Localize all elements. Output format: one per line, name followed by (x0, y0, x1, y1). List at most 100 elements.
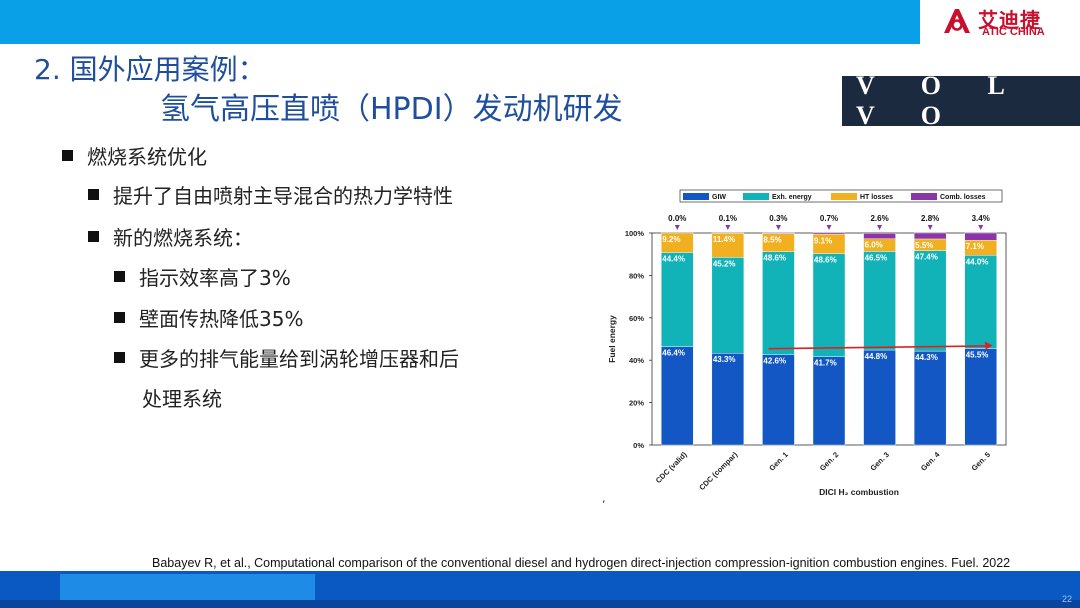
data-label: 0.1% (719, 214, 737, 223)
data-label: 46.4% (662, 349, 685, 358)
brand-name-en: ATIC CHINA (982, 26, 1045, 38)
data-label: 44.0% (966, 257, 989, 266)
legend-label: Exh. energy (772, 194, 812, 201)
bullet-square-icon (114, 352, 125, 363)
brand-name-cn: 艾迪捷 (978, 8, 1041, 32)
y-tick-label: 60% (629, 314, 644, 323)
data-label: 11.4% (713, 235, 735, 244)
bullet-text: 壁面传热降低35% (139, 307, 304, 331)
x-tick-label: Gen. 2 (818, 450, 841, 473)
y-axis-label: Fuel energy (607, 315, 617, 363)
bullet-square-icon (88, 231, 99, 242)
bullet-continuation: 处理系统 (142, 387, 222, 411)
data-label: 48.6% (763, 254, 786, 263)
data-label: 0.0% (668, 214, 686, 223)
bullet-square-icon (114, 312, 125, 323)
marker-triangle (877, 225, 883, 230)
bar-segment (863, 233, 896, 239)
marker-triangle (978, 225, 984, 230)
bar-segment (913, 350, 947, 446)
bar-segment (661, 252, 694, 347)
y-tick-label: 20% (629, 399, 644, 408)
bullet-text: 新的燃烧系统： (113, 226, 253, 250)
data-label: 2.6% (870, 214, 888, 223)
data-label: 0.3% (769, 214, 787, 223)
trend-arrow-head (984, 341, 993, 350)
bullet-text: 提升了自由喷射主导混合的热力学特性 (113, 184, 453, 208)
bar-segment (964, 232, 997, 241)
header-bar (0, 0, 1080, 44)
bullet-level2: 提升了自由喷射主导混合的热力学特性 (88, 180, 453, 209)
data-label: 44.8% (865, 352, 888, 361)
bullet-square-icon (62, 150, 73, 161)
data-label: 42.6% (763, 357, 786, 366)
bullet-level3: 指示效率高了3% (114, 262, 291, 291)
data-label: 9.2% (662, 235, 680, 244)
brand-logo-area (920, 0, 1080, 44)
legend-label: GIW (712, 194, 726, 201)
bullet-square-icon (114, 271, 125, 282)
legend-swatch (683, 193, 709, 200)
x-tick-label: Gen. 4 (919, 449, 942, 472)
data-label: 7.1% (966, 242, 984, 251)
y-tick-label: 40% (629, 356, 644, 365)
bar-segment (812, 356, 846, 446)
bar-segment (762, 354, 795, 446)
bar-segment (711, 257, 745, 354)
marker-triangle (725, 225, 731, 230)
reference-citation: Babayev R, et al., Computational compari… (152, 556, 1011, 570)
bullet-level2: 新的燃烧系统： (88, 222, 253, 251)
bar-segment (913, 232, 947, 240)
bullet-level3: 壁面传热降低35% (114, 303, 303, 332)
atic-logo-icon (944, 9, 970, 33)
bullet-level1: 燃烧系统优化 (62, 141, 207, 170)
volvo-logo: V O L V O (842, 71, 1080, 130)
data-label: 0.7% (820, 214, 838, 223)
data-label: 45.5% (966, 351, 989, 360)
bullet-square-icon (88, 189, 99, 200)
legend-label: HT losses (860, 194, 893, 201)
legend-swatch (911, 193, 937, 200)
data-label: 5.5% (915, 241, 933, 250)
data-label: 9.1% (814, 236, 832, 245)
legend-swatch (743, 193, 769, 200)
x-tick-label: Gen. 3 (868, 450, 891, 473)
data-label: 44.4% (662, 255, 685, 264)
bar-segment (762, 251, 795, 355)
page-number: 22 (1061, 594, 1072, 604)
marker-triangle (927, 225, 933, 230)
data-label: 41.7% (814, 359, 837, 368)
bar-segment (812, 253, 846, 357)
data-label: 8.5% (763, 236, 781, 245)
data-label: 3.4% (972, 214, 990, 223)
stray-mark: , (602, 492, 606, 505)
marker-triangle (674, 225, 680, 230)
bar-segment (863, 251, 896, 351)
legend-swatch (831, 193, 857, 200)
data-label: 2.8% (921, 214, 939, 223)
x-axis-label: DICI H₂ combustion (819, 487, 899, 497)
bar-segment (964, 348, 997, 446)
y-tick-label: 100% (625, 229, 645, 238)
footer-accent (60, 574, 315, 600)
x-tick-label: Gen. 1 (767, 450, 790, 473)
fuel-energy-stacked-bar-chart: 0% 20% 40% 60% 80% 100% Fuel energy GIW Exh. ene… (607, 189, 1007, 497)
marker-triangle (775, 225, 781, 230)
data-label: 6.0% (865, 241, 883, 250)
bar-segment (711, 233, 745, 258)
bullet-text: 指示效率高了3% (139, 266, 291, 290)
x-tick-label: CDC (compar) (697, 450, 739, 492)
bullet-level3: 更多的排气能量给到涡轮增压器和后 (114, 343, 459, 372)
data-label: 46.5% (865, 253, 888, 262)
bar-segment (661, 346, 694, 446)
data-label: 47.4% (915, 253, 938, 262)
x-tick-label: CDC (valid) (654, 450, 689, 485)
data-label: 44.3% (915, 353, 938, 362)
footer-bottom-strip (0, 600, 1080, 608)
bar-segment (913, 250, 947, 352)
y-tick-label: 80% (629, 271, 644, 280)
slide-subtitle: 氢气高压直喷（HPDI）发动机研发 (160, 92, 623, 127)
y-tick-label: 0% (633, 441, 644, 450)
data-label: 45.2% (713, 259, 736, 268)
marker-triangle (826, 225, 832, 230)
